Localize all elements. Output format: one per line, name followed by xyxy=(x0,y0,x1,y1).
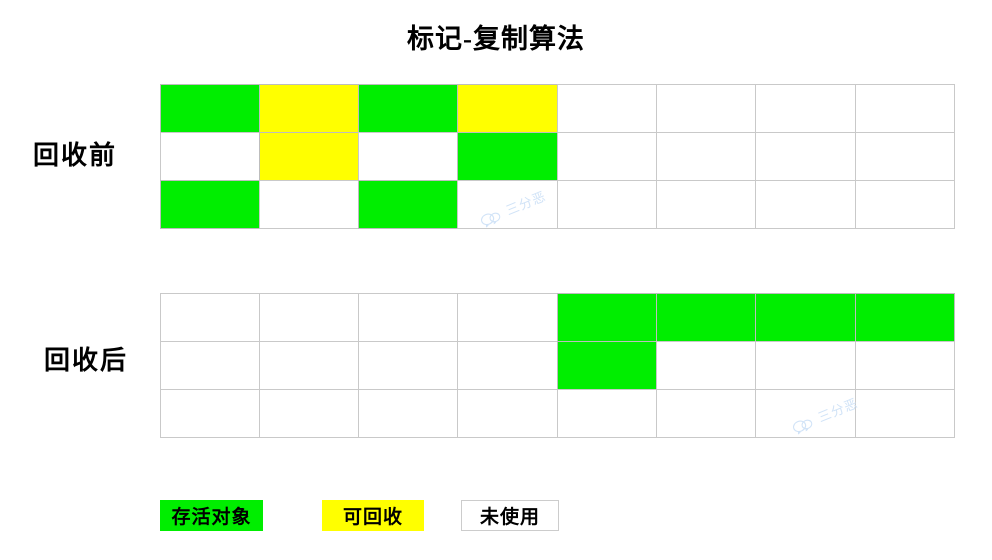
heap-cell xyxy=(854,179,955,229)
heap-cell xyxy=(358,340,459,390)
legend-item-live-object: 存活对象 xyxy=(160,500,263,531)
heap-cell xyxy=(755,131,856,181)
heap-cell xyxy=(556,83,657,133)
heap-cell xyxy=(159,179,260,229)
heap-grid-after xyxy=(159,292,955,438)
heap-cell xyxy=(258,179,360,229)
heap-cell xyxy=(457,292,558,342)
heap-cell xyxy=(159,131,260,181)
heap-cell xyxy=(556,340,657,390)
label-before-collection: 回收前 xyxy=(33,141,118,170)
heap-cell xyxy=(457,340,558,390)
heap-cell xyxy=(457,179,558,229)
heap-cell xyxy=(755,179,856,229)
heap-cell xyxy=(556,131,657,181)
heap-cell xyxy=(655,83,757,133)
heap-cell xyxy=(854,292,955,342)
heap-cell xyxy=(258,388,360,438)
legend-item-unused: 未使用 xyxy=(461,500,559,531)
heap-grid-before xyxy=(159,83,955,229)
heap-cell xyxy=(358,179,459,229)
heap-cell xyxy=(854,131,955,181)
heap-cell xyxy=(159,340,260,390)
heap-cell xyxy=(854,83,955,133)
heap-cell xyxy=(854,388,955,438)
heap-cell xyxy=(755,340,856,390)
heap-cell xyxy=(655,388,757,438)
heap-cell xyxy=(457,131,558,181)
heap-cell xyxy=(358,388,459,438)
heap-cell xyxy=(655,179,757,229)
heap-cell xyxy=(854,340,955,390)
heap-cell xyxy=(159,292,260,342)
page-title: 标记-复制算法 xyxy=(407,24,585,54)
heap-cell xyxy=(159,83,260,133)
heap-cell xyxy=(556,179,657,229)
heap-cell xyxy=(358,292,459,342)
heap-cell xyxy=(159,388,260,438)
heap-cell xyxy=(258,340,360,390)
heap-cell xyxy=(655,292,757,342)
heap-cell xyxy=(655,131,757,181)
heap-cell xyxy=(258,83,360,133)
heap-cell xyxy=(358,131,459,181)
heap-cell xyxy=(258,292,360,342)
heap-cell xyxy=(358,83,459,133)
legend-item-reclaimable: 可回收 xyxy=(322,500,424,531)
heap-cell xyxy=(755,388,856,438)
heap-cell xyxy=(556,388,657,438)
heap-cell xyxy=(755,83,856,133)
label-after-collection: 回收后 xyxy=(44,346,129,375)
heap-cell xyxy=(755,292,856,342)
heap-cell xyxy=(258,131,360,181)
legend: 存活对象 可回收 未使用 xyxy=(160,500,559,531)
heap-cell xyxy=(457,83,558,133)
heap-cell xyxy=(655,340,757,390)
heap-cell xyxy=(556,292,657,342)
heap-cell xyxy=(457,388,558,438)
